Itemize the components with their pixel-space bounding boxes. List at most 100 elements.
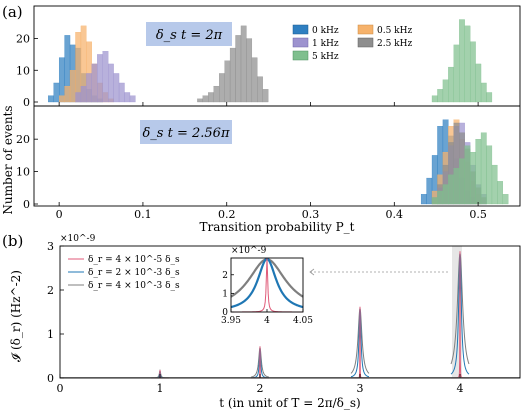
b-legend-label-0: δ_r = 4 × 10^-5 δ_s (88, 255, 180, 265)
histogram-bar (208, 92, 214, 103)
a-top-bars (48, 19, 493, 103)
histogram-bar (113, 73, 120, 103)
legend-label-0-5khz: 0.5 kHz (377, 26, 412, 36)
b-ytick-label: 2 (47, 284, 54, 297)
a-xtick-label: 0.1 (134, 208, 152, 221)
a-ytick-label: 0 (23, 198, 30, 211)
annotation-top: δ_s t = 2π (156, 28, 223, 43)
inset-ytick-label: 0 (222, 308, 228, 318)
histogram-bar (453, 44, 460, 103)
histogram-bar (58, 57, 65, 103)
inset-xtick-label: 3.95 (221, 316, 241, 326)
histogram-bar (224, 60, 231, 103)
histogram-bar (480, 132, 487, 205)
b-frame (59, 245, 521, 379)
b-xlabel: t (in unit of T = 2π/δ_s) (219, 396, 360, 410)
histogram-bar (442, 79, 449, 103)
histogram-bar (437, 89, 444, 103)
histogram-bar (486, 92, 493, 103)
histogram-bar (129, 95, 136, 103)
a-xtick-label: 0.3 (302, 208, 320, 221)
legend-swatch-1khz (292, 37, 309, 48)
inset-ytick-label: 2 (222, 271, 228, 281)
a-xtick-label: 0.5 (469, 208, 487, 221)
histogram-bar (202, 95, 209, 103)
a-ytick-label: 0 (23, 96, 30, 109)
legend-label-5khz: 5 kHz (312, 52, 339, 62)
b-legend: δ_r = 4 × 10^-5 δ_s δ_r = 2 × 10^-3 δ_s … (68, 255, 180, 291)
b-xtick-label: 4 (457, 382, 464, 395)
histogram-bar (431, 197, 438, 205)
histogram-bar (475, 139, 482, 205)
legend-swatch-5khz (292, 50, 309, 61)
annotation-box-bottom (140, 120, 232, 144)
histogram-bar (213, 85, 220, 103)
histogram-bar (437, 190, 444, 205)
inset-pointer-arrow (309, 268, 315, 276)
histogram-bar (64, 85, 71, 103)
histogram-bar (48, 95, 54, 103)
histogram-bar (480, 82, 487, 103)
inset-ticks: 3.95 4 4.05 0 1 2 (221, 271, 313, 326)
b-ytick-label: 0 (47, 372, 54, 385)
histogram-bar (459, 19, 465, 103)
histogram-bar (108, 63, 114, 103)
a-legend: 0 kHz 0.5 kHz 1 kHz 2.5 kHz 5 kHz (292, 24, 412, 62)
histogram-bar (235, 35, 242, 103)
histogram-bar (469, 151, 476, 205)
panel-b: (b) ×10^-9 𝓘 (δ_r) (Hz^-2) 0 1 2 3 4 0 1 2 3 δ_r… (2, 232, 521, 410)
histogram-bar (426, 177, 433, 205)
legend-label-0khz: 0 kHz (312, 26, 339, 36)
histogram-bar (246, 38, 253, 103)
b-ylabel: 𝓘 (δ_r) (Hz^-2) (9, 270, 23, 362)
b-ytick-label: 3 (47, 240, 54, 253)
b-ticks: 0 1 2 3 4 0 1 2 3 (47, 240, 464, 395)
a-ytick-label: 10 (16, 64, 30, 77)
histogram-bar (459, 158, 465, 205)
histogram-bar (69, 70, 76, 103)
histogram-bar (240, 25, 247, 103)
panel-label-a: (a) (2, 3, 23, 21)
histogram-bar (453, 168, 460, 205)
a-ytick-label: 20 (16, 33, 30, 46)
inset-ytick-label: 1 (222, 289, 228, 299)
a-ytick-label: 20 (16, 133, 30, 146)
histogram-bar (497, 181, 503, 205)
inset-xtick-label: 4 (264, 316, 270, 326)
a-ytick-label: 10 (16, 166, 30, 179)
histogram-bar (118, 82, 125, 103)
histogram-bar (475, 63, 482, 103)
histogram-bar (431, 95, 438, 103)
b-inset: 3.95 4 4.05 0 1 2 ×10^-9 (221, 246, 448, 326)
histogram-bar (464, 145, 471, 205)
histogram-bar (448, 66, 454, 103)
histogram-bar (53, 82, 60, 103)
b-series-curve (351, 306, 369, 379)
histogram-bar (469, 41, 476, 103)
histogram-bar (124, 92, 131, 103)
histogram-bar (448, 174, 454, 205)
a-xtick-label: 0.2 (218, 208, 236, 221)
histogram-bar (80, 85, 87, 103)
annotation-bottom: δ_s t = 2.56π (142, 126, 229, 141)
legend-label-2-5khz: 2.5 kHz (377, 39, 412, 49)
histogram-bar (229, 47, 236, 103)
b-xtick-label: 0 (57, 382, 64, 395)
histogram-bar (502, 194, 509, 205)
histogram-bar (97, 54, 103, 103)
b-legend-label-1: δ_r = 2 × 10^-3 δ_s (88, 268, 180, 278)
legend-swatch-0khz (292, 24, 309, 35)
a-ticks: 0 10 20 0 10 20 0 0.1 0.2 0.3 0.4 0.5 (16, 33, 487, 221)
b-legend-label-2: δ_r = 4 × 10^-3 δ_s (88, 281, 180, 291)
histogram-bar (491, 164, 498, 205)
a-bot-bars (420, 119, 509, 205)
b-xtick-label: 1 (157, 382, 164, 395)
histogram-bar (251, 57, 258, 103)
histogram-bar (262, 89, 269, 103)
histogram-bar (420, 194, 427, 205)
b-ytick-label: 1 (47, 328, 54, 341)
panel-a: (a) Number of events 0 10 20 0 10 20 0 0.1 0.2 0.… (1, 3, 521, 234)
annotation-box-top (146, 22, 232, 46)
histogram-bar (86, 73, 92, 103)
